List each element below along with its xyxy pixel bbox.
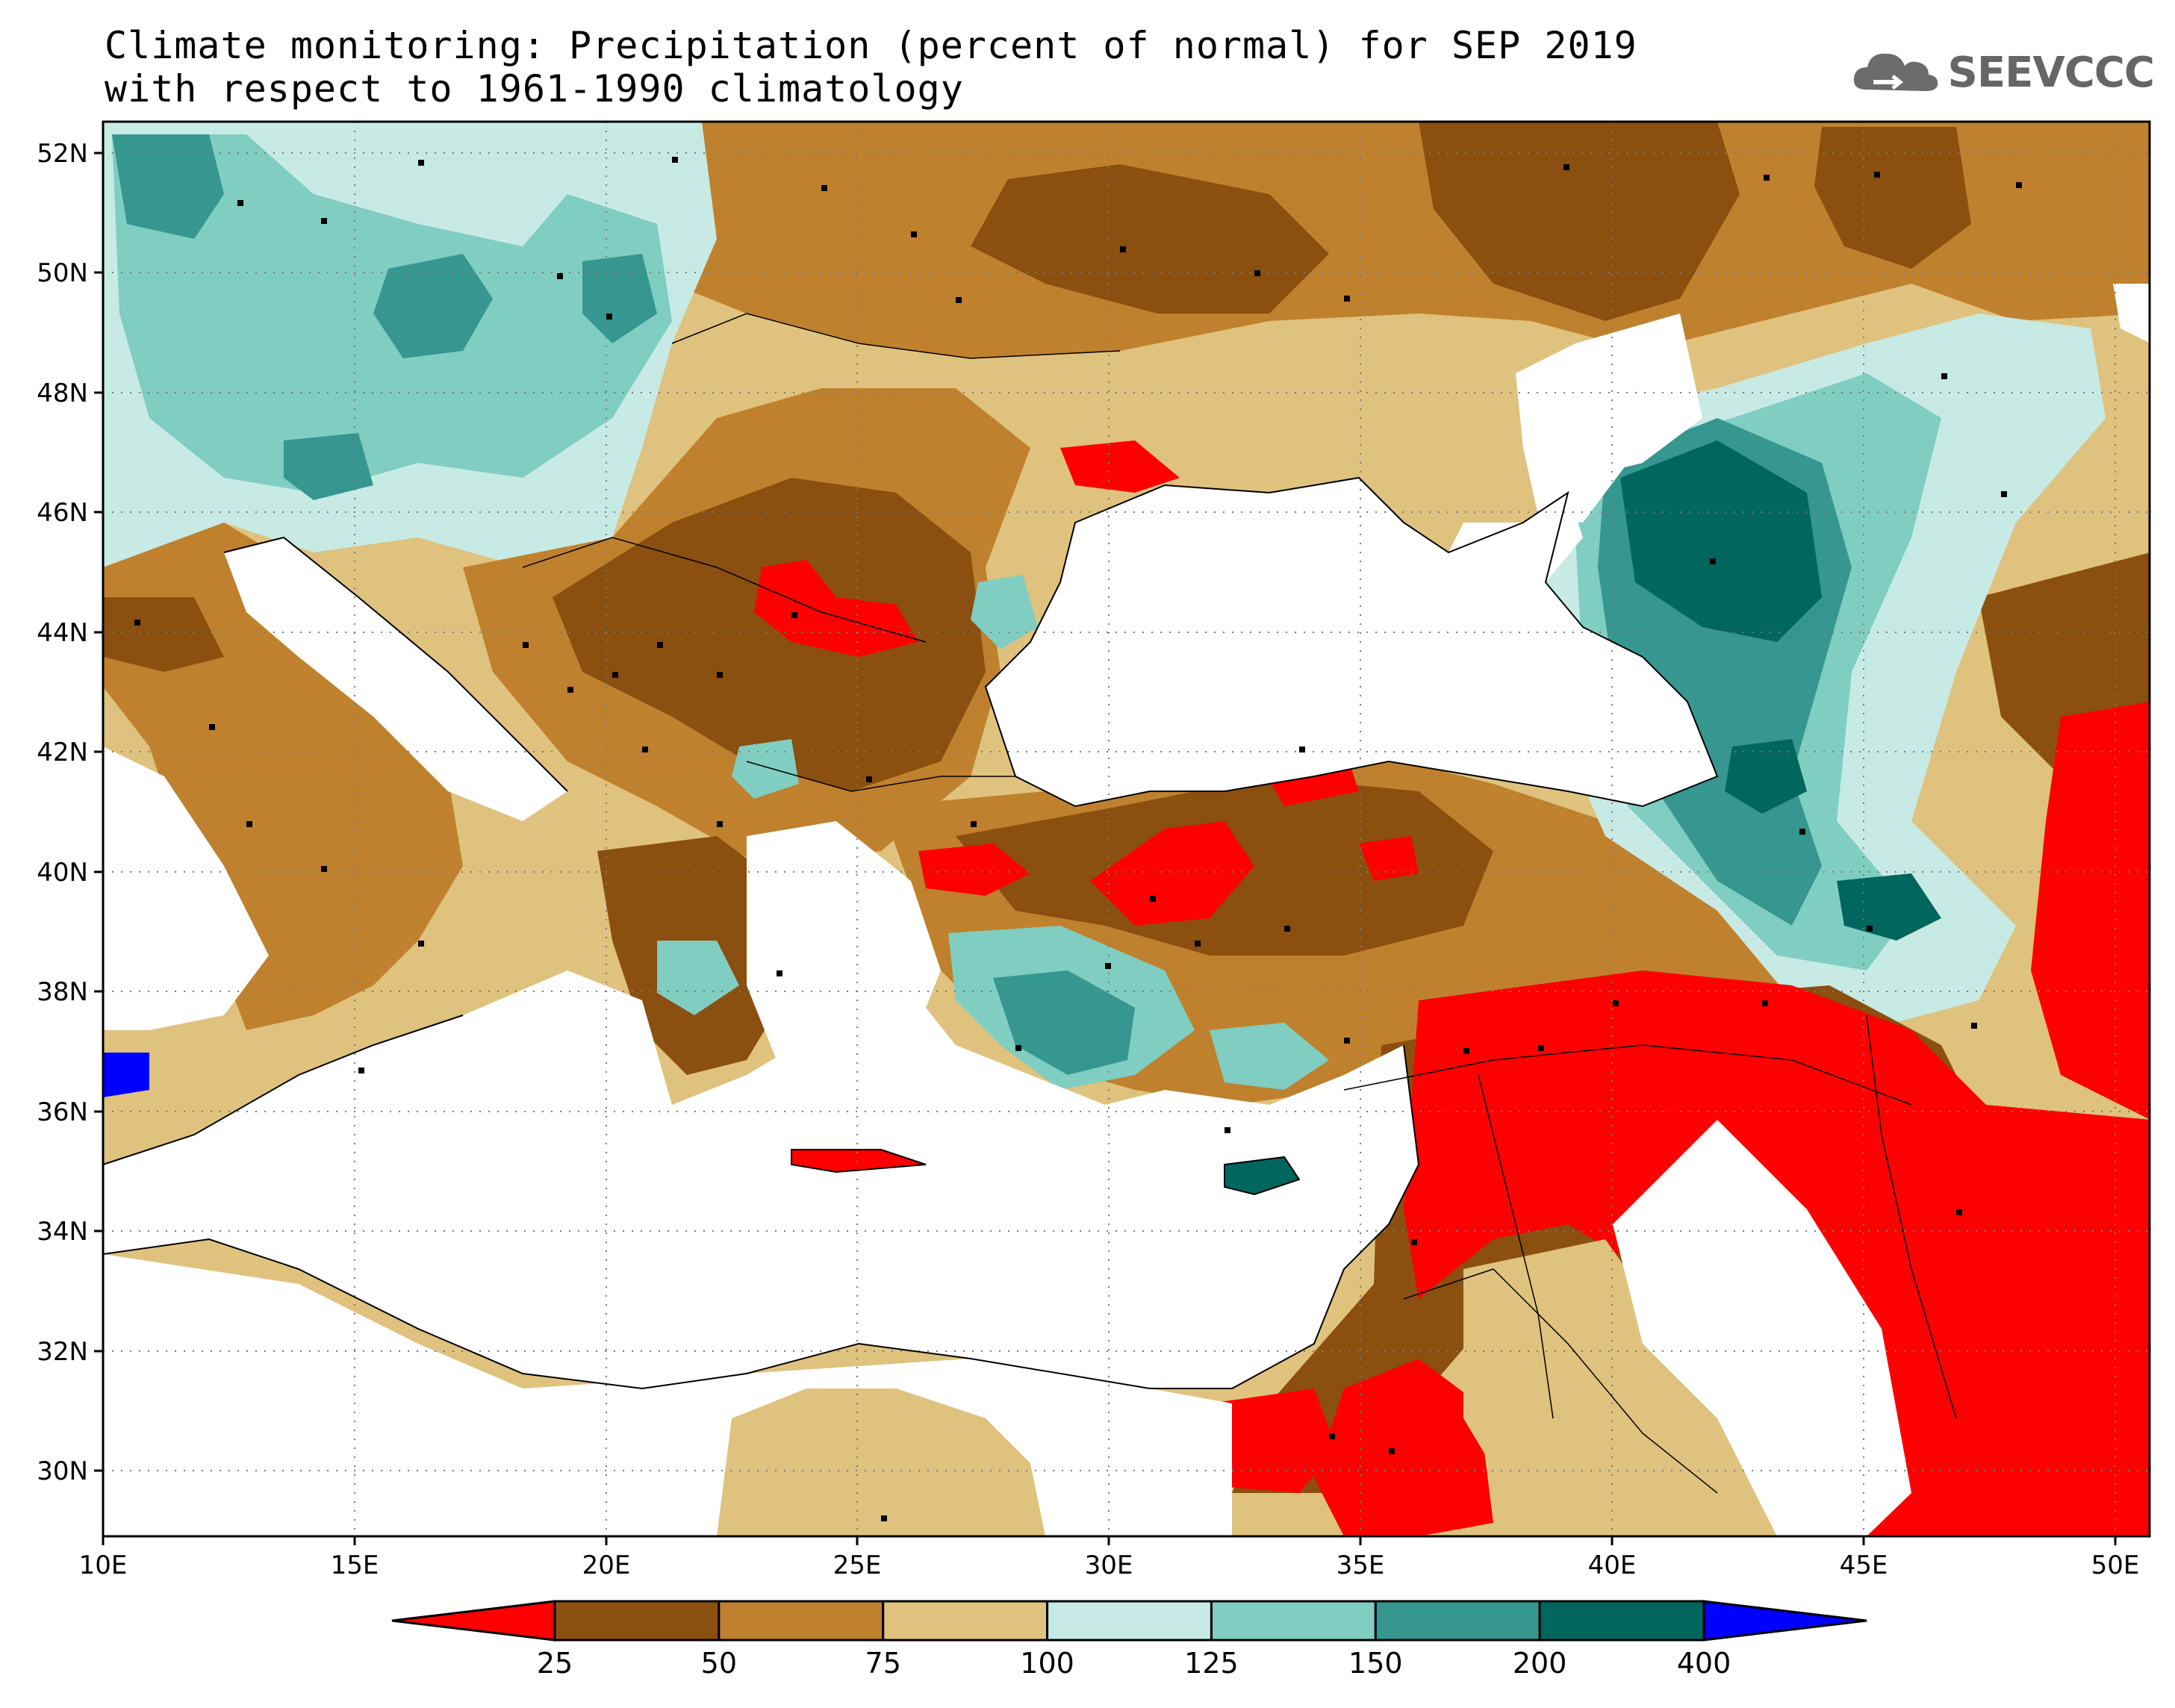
lat-label-30n: 30N: [37, 1456, 88, 1486]
lat-label-42n: 42N: [37, 738, 88, 767]
colorbar-box: [1538, 1600, 1705, 1642]
field-teal-dark-nw3: [582, 254, 657, 343]
lat-label-48n: 48N: [37, 378, 88, 408]
field-red-iran: [2031, 702, 2150, 1120]
lat-ticks: [94, 152, 103, 1472]
lat-labels: 52N 50N 48N 46N 44N 42N 40N 38N 36N 34N …: [37, 139, 88, 1486]
field-red-sinai: [1210, 1388, 1337, 1493]
station-markers: [134, 157, 2022, 1521]
field-teal-dark-nw2: [373, 254, 493, 358]
field-tealdarkest-georgia: [1725, 739, 1807, 814]
colorbar-tick-label: 400: [1677, 1647, 1731, 1680]
lon-label-15e: 15E: [331, 1550, 379, 1580]
field-red-turkey1: [1090, 821, 1254, 926]
missing-data-iraq: [1613, 1120, 1911, 1536]
field-darkbrown-italy: [103, 597, 224, 672]
field-blue-tunisia: [103, 1053, 149, 1097]
field-beige-egypt: [717, 1388, 1045, 1536]
field-darkbrown-balkan: [553, 478, 986, 791]
sea-north-africa: [103, 1254, 1232, 1536]
lat-label-40n: 40N: [37, 858, 88, 888]
lat-label-46n: 46N: [37, 498, 88, 528]
lon-label-50e: 50E: [2091, 1550, 2140, 1580]
colorbar: 25 50 75 100 125 150 200 400: [391, 1600, 1867, 1680]
missing-data-ne: [1516, 314, 1702, 478]
field-teal-dark-nw4: [284, 433, 373, 500]
lat-label-44n: 44N: [37, 618, 88, 648]
field-darkbrown-ne2: [1814, 127, 1971, 269]
field-teal-s-turkey: [1210, 1023, 1329, 1090]
colorbar-tick-label: 25: [537, 1647, 573, 1680]
colorbar-box: [1210, 1600, 1377, 1642]
colorbar-box: [1046, 1600, 1213, 1642]
field-red-jordan: [1314, 1359, 1493, 1536]
field-teal-dark-nw1: [112, 134, 224, 239]
lat-label-38n: 38N: [37, 977, 88, 1007]
sea-aegean: [747, 821, 941, 1075]
field-brown-syria-desert: [1463, 1239, 1673, 1493]
colorbar-triangle-low: [391, 1600, 556, 1642]
lon-label-25e: 25E: [833, 1550, 882, 1580]
sea-black: [986, 478, 1717, 806]
field-darkbrown-north: [971, 164, 1329, 314]
field-red-turkey2: [918, 844, 1030, 896]
field-red-crete: [791, 1150, 926, 1172]
colorbar-box: [718, 1600, 885, 1642]
sea-adriatic: [224, 537, 567, 821]
sea-tyrrhenian: [103, 747, 269, 1030]
lon-label-35e: 35E: [1337, 1550, 1385, 1580]
logo-text: SEEVCCC: [1947, 48, 2155, 97]
map-frame: [102, 120, 2151, 1538]
field-tealdarkest-caucasus: [1620, 440, 1822, 642]
field-red-iraq: [1404, 970, 2150, 1536]
lat-label-36n: 36N: [37, 1097, 88, 1127]
lon-label-40e: 40E: [1588, 1550, 1637, 1580]
field-red-romania: [754, 560, 918, 657]
gridlines: [103, 122, 2150, 1536]
colorbar-tick-label: 125: [1184, 1647, 1239, 1680]
colorbar-tick-label: 75: [865, 1647, 901, 1680]
seevccc-logo: SEEVCCC: [1851, 46, 2155, 99]
colorbar-box: [1374, 1600, 1541, 1642]
sea-caspian: [2113, 284, 2150, 343]
lon-label-20e: 20E: [582, 1550, 631, 1580]
field-darkbrown-ne: [1419, 122, 1740, 321]
map-title: Climate monitoring: Precipitation (perce…: [105, 24, 1637, 67]
field-teal-greece: [657, 941, 739, 1015]
borders: [522, 313, 1957, 1494]
field-red-moldova: [1060, 440, 1180, 493]
lon-label-45e: 45E: [1840, 1550, 1888, 1580]
colorbar-box: [882, 1600, 1049, 1642]
field-red-turkey4: [1359, 836, 1419, 881]
field-teal-bulgaria: [971, 575, 1038, 649]
lon-label-10e: 10E: [79, 1550, 128, 1580]
lat-label-50n: 50N: [37, 258, 88, 288]
colorbar-box: [553, 1600, 721, 1642]
lon-labels: 10E 15E 20E 25E 30E 35E 40E 45E 50E: [79, 1550, 2140, 1580]
coastlines: [102, 476, 1719, 1390]
lat-label-32n: 32N: [37, 1337, 88, 1367]
field-teal-macedonia: [732, 739, 799, 799]
field-tealdark-sw-turkey: [993, 970, 1135, 1075]
lon-label-30e: 30E: [1085, 1550, 1133, 1580]
lon-ticks: [102, 1536, 2117, 1545]
map-subtitle: with respect to 1961-1990 climatology: [105, 67, 964, 110]
colorbar-tick-label: 100: [1020, 1647, 1074, 1680]
cloud-icon: [1853, 53, 1938, 91]
colorbar-tick-label: 150: [1348, 1647, 1403, 1680]
map-field: [103, 122, 2150, 1536]
sea-mediterranean: [103, 970, 1419, 1388]
field-tealdarkest-armenia: [1837, 873, 1941, 941]
lat-label-34n: 34N: [37, 1217, 88, 1247]
lat-label-52n: 52N: [37, 139, 88, 169]
colorbar-triangle-high: [1702, 1600, 1867, 1642]
colorbar-tick-label: 50: [701, 1647, 737, 1680]
colorbar-tick-label: 200: [1513, 1647, 1567, 1680]
